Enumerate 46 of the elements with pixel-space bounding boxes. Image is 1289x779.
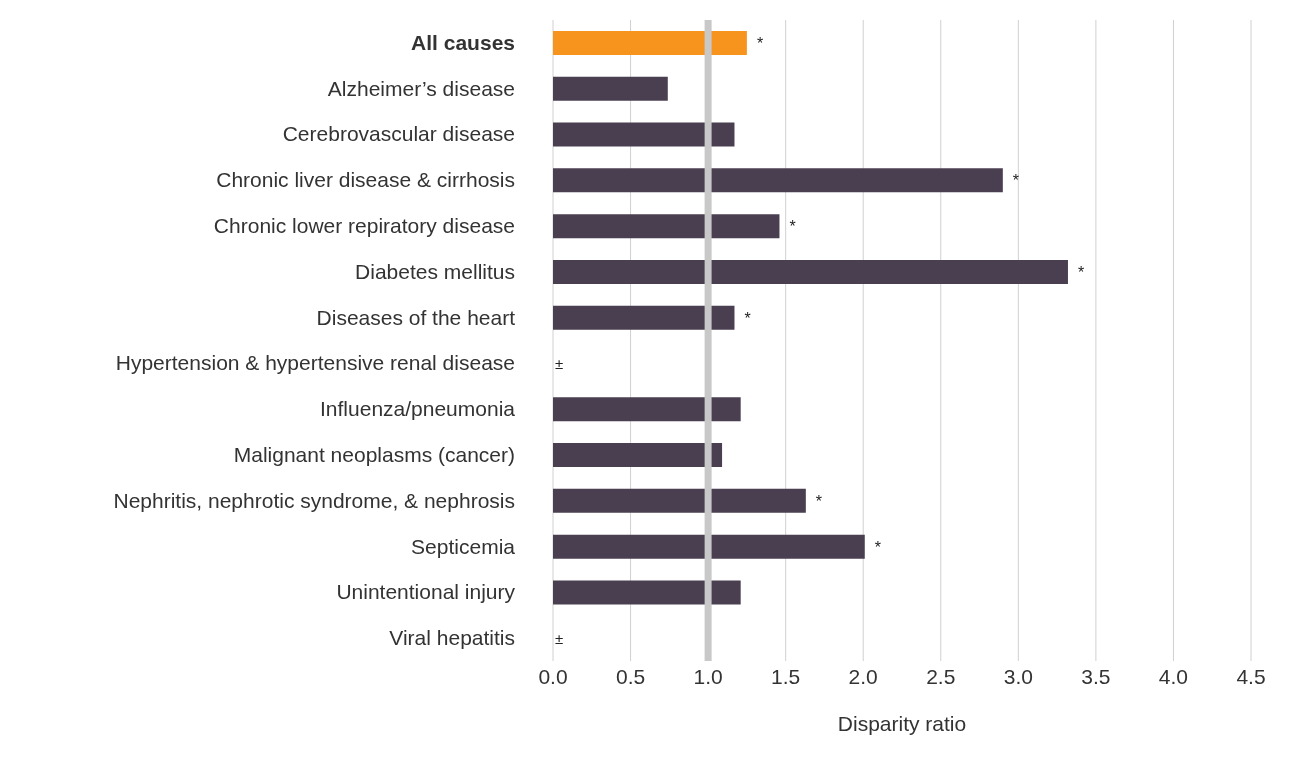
text: ± [555, 355, 564, 373]
y-tick-label: Diabetes mellitus [355, 259, 515, 283]
text: ± [555, 630, 564, 648]
y-tick-label: Chronic liver disease & cirrhosis [216, 168, 515, 192]
y-tick-label: Cerebrovascular disease [282, 122, 515, 146]
data-label: * [744, 309, 751, 327]
bar [553, 488, 806, 513]
x-tick-label: 1.0 [693, 664, 723, 688]
x-tick-label: 4.0 [1158, 664, 1189, 688]
y-tick-label: Septicemia [411, 534, 516, 558]
bar [553, 259, 1068, 284]
x-tick-label: 4.5 [1236, 664, 1266, 688]
x-tick-label: 0.5 [615, 664, 646, 688]
y-tick-label: Influenza/pneumonia [320, 397, 516, 421]
data-label: * [756, 35, 764, 52]
bar [553, 580, 741, 605]
bar [553, 31, 747, 55]
y-tick-label: Alzheimer’s disease [327, 76, 515, 100]
y-tick-label: Chronic lower repiratory disease [213, 214, 515, 238]
x-tick-label: 1.5 [771, 664, 801, 688]
bar [553, 397, 741, 422]
y-tick-label: Hypertension & hypertensive renal disease [115, 351, 515, 375]
y-tick-label: Unintentional injury [336, 580, 516, 604]
x-tick-label: 2.5 [926, 664, 956, 688]
data-label: * [815, 492, 823, 510]
y-tick-label: All causes [411, 30, 515, 54]
bar [553, 122, 735, 147]
data-label: * [1077, 263, 1085, 281]
bar [553, 214, 780, 239]
y-tick-label: Malignant neoplasms (cancer) [233, 442, 515, 466]
data-label: * [789, 218, 796, 236]
y-tick-label: Viral hepatitis [389, 626, 515, 650]
data-label: * [874, 538, 882, 556]
bar [553, 443, 723, 468]
y-tick-label: Diseases of the heart [316, 305, 516, 329]
bar [553, 76, 668, 101]
bar [553, 168, 1003, 193]
x-tick-label: 0.0 [538, 664, 568, 688]
x-axis-title: Disparity ratio [837, 712, 967, 735]
bar [553, 305, 735, 330]
x-tick-label: 3.0 [1003, 664, 1033, 688]
x-tick-label: 2.0 [848, 664, 878, 688]
x-tick-label: 3.5 [1081, 664, 1111, 688]
y-tick-label: Nephritis, nephrotic syndrome, & nephrosis [113, 488, 515, 512]
bar [553, 534, 865, 559]
data-label: * [1012, 172, 1020, 190]
